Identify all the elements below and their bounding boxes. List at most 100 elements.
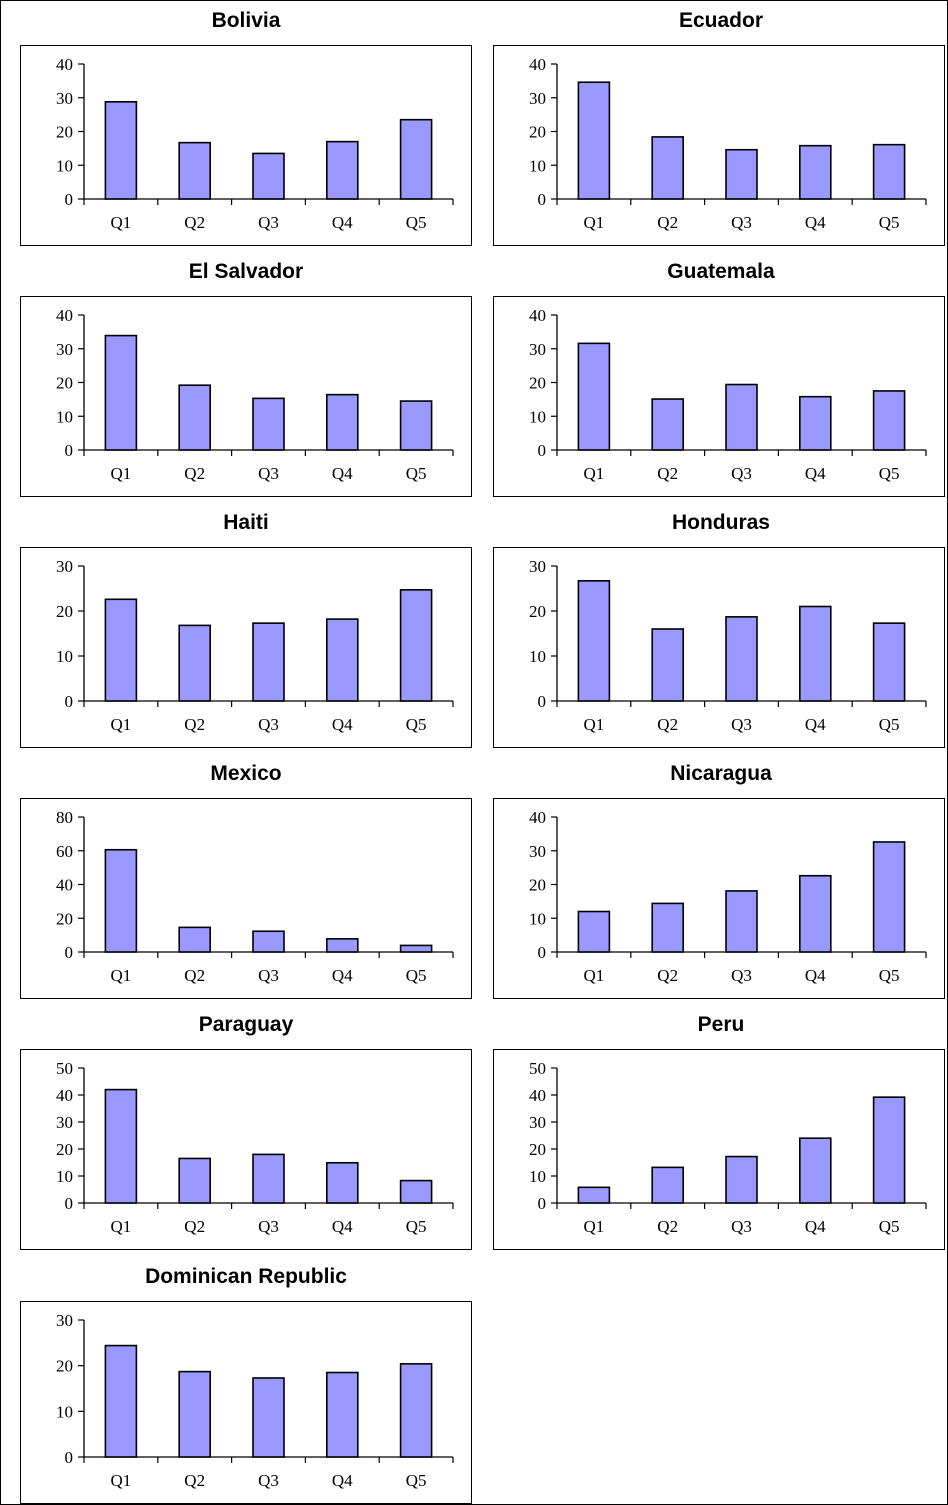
chart-box-bolivia: 0 10 20 30 40 Q1 Q2 Q3 Q4 Q5 — [20, 45, 472, 246]
y-tick-label: 10 — [56, 156, 73, 175]
y-tick-label: 30 — [529, 340, 546, 359]
x-tick-label: Q3 — [258, 715, 279, 734]
y-tick-label: 0 — [538, 692, 547, 711]
y-tick-label: 0 — [65, 190, 74, 209]
x-tick-label: Q3 — [731, 966, 752, 985]
x-tick-label: Q5 — [879, 715, 900, 734]
chart-title-ecuador: Ecuador — [678, 9, 764, 32]
bar-peru-q4 — [799, 1137, 832, 1204]
bar-ecuador-q5 — [872, 143, 906, 200]
x-tick-label: Q4 — [332, 966, 353, 985]
y-tick-label: 10 — [56, 1167, 73, 1186]
bar-chart-guatemala: 0 10 20 30 40 Q1 Q2 Q3 Q4 Q5 — [529, 306, 927, 483]
y-tick-label: 0 — [65, 692, 74, 711]
x-tick-label: Q1 — [584, 1217, 605, 1236]
bar-paraguay-q4 — [326, 1161, 359, 1204]
bar-ecuador-q3 — [725, 148, 758, 200]
bar-chart-peru: 0 10 20 30 40 50 Q1 Q2 Q3 Q4 Q5 — [529, 1059, 927, 1236]
x-tick-label: Q2 — [657, 1217, 678, 1236]
bar-chart-mexico: 0 20 40 60 80 Q1 Q2 Q3 Q4 Q5 — [56, 808, 454, 985]
chart-box-dominican-republic: 0 10 20 30 Q1 Q2 Q3 Q4 Q5 — [20, 1301, 472, 1504]
chart-box-guatemala: 0 10 20 30 40 Q1 Q2 Q3 Q4 Q5 — [493, 296, 945, 497]
bar-haiti-q2 — [178, 624, 211, 702]
x-tick-label: Q3 — [258, 1217, 279, 1236]
x-tick-label: Q1 — [584, 213, 605, 232]
x-tick-label: Q3 — [731, 464, 752, 483]
x-tick-label: Q4 — [332, 715, 353, 734]
bar-el-salvador-q2 — [178, 384, 211, 451]
chart-box-peru: 0 10 20 30 40 50 Q1 Q2 Q3 Q4 Q5 — [493, 1049, 945, 1250]
chart-title-guatemala: Guatemala — [667, 260, 775, 283]
x-tick-label: Q4 — [332, 464, 353, 483]
y-tick-label: 20 — [529, 602, 546, 621]
bar-el-salvador-q1 — [104, 334, 138, 451]
x-tick-label: Q3 — [731, 213, 752, 232]
bar-honduras-q2 — [651, 628, 684, 702]
bar-bolivia-q2 — [178, 141, 211, 200]
y-tick-label: 0 — [65, 943, 74, 962]
bar-chart-paraguay: 0 10 20 30 40 50 Q1 Q2 Q3 Q4 Q5 — [56, 1059, 454, 1236]
bar-chart-dominican-republic: 0 10 20 30 Q1 Q2 Q3 Q4 Q5 — [56, 1311, 454, 1490]
chart-box-honduras: 0 10 20 30 Q1 Q2 Q3 Q4 Q5 — [493, 547, 945, 748]
y-tick-label: 30 — [56, 557, 73, 576]
chart-title-el-salvador: El Salvador — [188, 260, 304, 283]
y-tick-label: 40 — [529, 55, 546, 74]
bar-bolivia-q4 — [326, 140, 359, 200]
chart-title-dominican-republic: Dominican Republic — [145, 1265, 347, 1288]
bar-dominican-republic-q5 — [399, 1363, 433, 1458]
bar-guatemala-q3 — [725, 383, 758, 451]
bar-peru-q2 — [651, 1166, 684, 1204]
y-tick-label: 30 — [529, 1113, 546, 1132]
bar-nicaragua-q1 — [577, 910, 611, 953]
x-tick-label: Q3 — [258, 464, 279, 483]
x-tick-label: Q3 — [258, 1471, 279, 1490]
bar-bolivia-q1 — [104, 100, 138, 200]
y-tick-label: 10 — [56, 407, 73, 426]
y-tick-label: 10 — [56, 1402, 73, 1421]
y-tick-label: 20 — [529, 123, 546, 142]
bar-peru-q3 — [725, 1155, 758, 1204]
y-tick-label: 40 — [56, 306, 73, 325]
bar-guatemala-q2 — [651, 398, 684, 451]
chart-box-paraguay: 0 10 20 30 40 50 Q1 Q2 Q3 Q4 Q5 — [20, 1049, 472, 1250]
y-tick-label: 40 — [529, 306, 546, 325]
x-tick-label: Q1 — [584, 715, 605, 734]
bar-chart-haiti: 0 10 20 30 Q1 Q2 Q3 Q4 Q5 — [56, 557, 454, 734]
x-tick-label: Q1 — [111, 464, 132, 483]
chart-title-paraguay: Paraguay — [198, 1013, 294, 1036]
y-tick-label: 30 — [56, 89, 73, 108]
chart-title-bolivia: Bolivia — [211, 9, 281, 32]
y-tick-label: 20 — [56, 909, 73, 928]
bar-mexico-q5 — [399, 944, 433, 953]
bar-paraguay-q3 — [252, 1153, 285, 1204]
chart-title-mexico: Mexico — [210, 762, 282, 785]
x-tick-label: Q4 — [332, 1217, 353, 1236]
x-tick-label: Q2 — [184, 464, 205, 483]
bar-guatemala-q1 — [577, 342, 611, 451]
x-tick-label: Q4 — [805, 966, 826, 985]
chart-title-peru: Peru — [697, 1013, 745, 1036]
bar-bolivia-q3 — [252, 152, 285, 200]
x-tick-label: Q4 — [805, 213, 826, 232]
x-tick-label: Q1 — [111, 966, 132, 985]
bar-mexico-q3 — [252, 930, 285, 953]
y-tick-label: 40 — [56, 1086, 73, 1105]
x-tick-label: Q2 — [657, 715, 678, 734]
y-tick-label: 30 — [56, 1113, 73, 1132]
bar-ecuador-q4 — [799, 144, 832, 200]
chart-title-nicaragua: Nicaragua — [670, 762, 772, 785]
y-tick-label: 20 — [56, 1140, 73, 1159]
bar-chart-el-salvador: 0 10 20 30 40 Q1 Q2 Q3 Q4 Q5 — [56, 306, 454, 483]
bar-el-salvador-q3 — [252, 397, 285, 451]
bar-ecuador-q2 — [651, 136, 684, 200]
y-tick-label: 10 — [529, 1167, 546, 1186]
y-tick-label: 10 — [529, 909, 546, 928]
y-tick-label: 0 — [538, 190, 547, 209]
y-tick-label: 30 — [529, 557, 546, 576]
x-tick-label: Q3 — [258, 213, 279, 232]
x-tick-label: Q3 — [731, 715, 752, 734]
y-tick-label: 50 — [56, 1059, 73, 1078]
y-tick-label: 10 — [529, 156, 546, 175]
y-tick-label: 10 — [529, 407, 546, 426]
